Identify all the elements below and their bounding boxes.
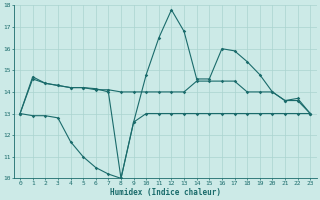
X-axis label: Humidex (Indice chaleur): Humidex (Indice chaleur) (110, 188, 220, 197)
